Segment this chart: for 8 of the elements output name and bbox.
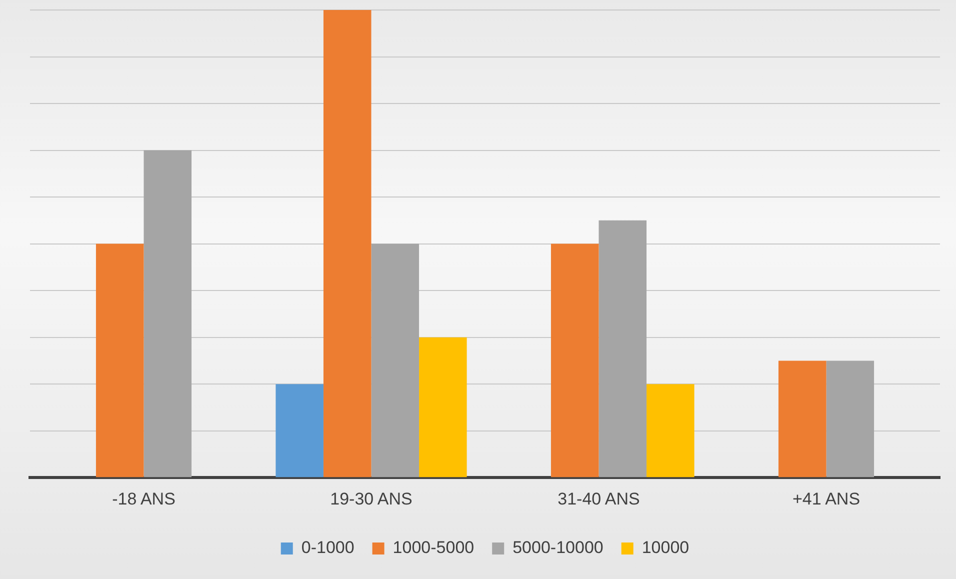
x-tick-label: -18 ANS bbox=[112, 489, 176, 508]
legend-label: 0-1000 bbox=[301, 538, 354, 558]
x-tick-label: +41 ANS bbox=[792, 489, 860, 508]
legend-label: 10000 bbox=[642, 538, 690, 558]
legend-label: 5000-10000 bbox=[512, 538, 604, 558]
legend-label: 1000-5000 bbox=[392, 538, 474, 558]
x-tick-label: 19-30 ANS bbox=[330, 489, 412, 508]
x-tick-label: 31-40 ANS bbox=[558, 489, 640, 508]
